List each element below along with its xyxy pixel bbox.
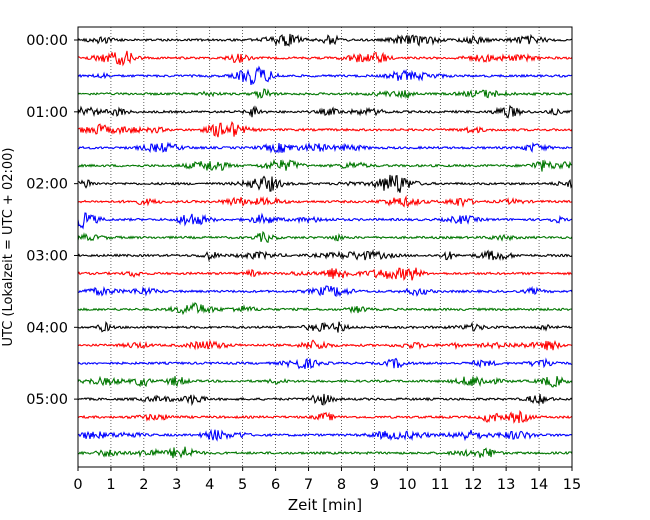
axes-frame [77,26,573,468]
x-tick-label: 2 [139,477,148,493]
y-tick-label: 00:00 [26,33,68,49]
y-tick-label: 01:00 [26,105,68,121]
x-tick-label: 1 [106,477,115,493]
x-tick-label: 8 [337,477,346,493]
x-tick-label: 9 [370,477,379,493]
seismic-trace [77,285,573,298]
seismic-trace [77,446,573,459]
x-tick-label: 12 [464,477,482,493]
seismic-trace [77,174,573,193]
seismic-trace [77,321,573,333]
x-tick-label: 15 [563,477,581,493]
x-tick-label: 13 [497,477,515,493]
y-tick-label: 04:00 [26,320,68,336]
x-axis-label: Zeit [min] [288,496,362,514]
x-tick-label: 4 [205,477,214,493]
x-tick-label: 7 [304,477,313,493]
x-tick-label: 3 [172,477,181,493]
x-tick-label: 14 [530,477,548,493]
seismic-trace [77,50,573,67]
seismic-trace [77,428,573,442]
seismic-trace [77,375,573,388]
seismic-trace [77,212,573,230]
x-tick-label: 5 [238,477,247,493]
seismic-trace [77,120,573,138]
x-tick-label: 11 [431,477,449,493]
seismic-trace [77,158,573,172]
seismic-trace [77,410,573,424]
y-tick-label: 02:00 [26,177,68,193]
x-tick-label: 10 [398,477,416,493]
seismic-trace [77,339,573,351]
y-tick-label: 03:00 [26,248,68,264]
x-tick-label: 0 [73,477,82,493]
seismic-trace [77,195,573,208]
seismic-trace [77,357,573,370]
seismic-trace [77,33,573,47]
seismic-trace [77,267,573,281]
x-tick-label: 6 [271,477,280,493]
seismic-trace [77,104,573,119]
grid-lines [110,27,540,467]
seismic-trace [77,248,573,262]
seismic-trace [77,302,573,316]
trace-layer [77,33,573,459]
x-axis-ticks: 0 1 2 3 4 5 6 7 8 9 10 11 12 13 14 15 [73,467,581,493]
seismic-trace [77,65,573,86]
seismic-trace [77,141,573,154]
y-axis-ticks: 00:00 01:00 02:00 03:00 04:00 05:00 [26,33,78,408]
seismic-trace [77,230,573,244]
seismic-trace [77,393,573,407]
y-axis-label: UTC (Lokalzeit = UTC + 02:00) [1,148,16,347]
seismic-trace [77,88,573,100]
y-tick-label: 05:00 [26,392,68,408]
